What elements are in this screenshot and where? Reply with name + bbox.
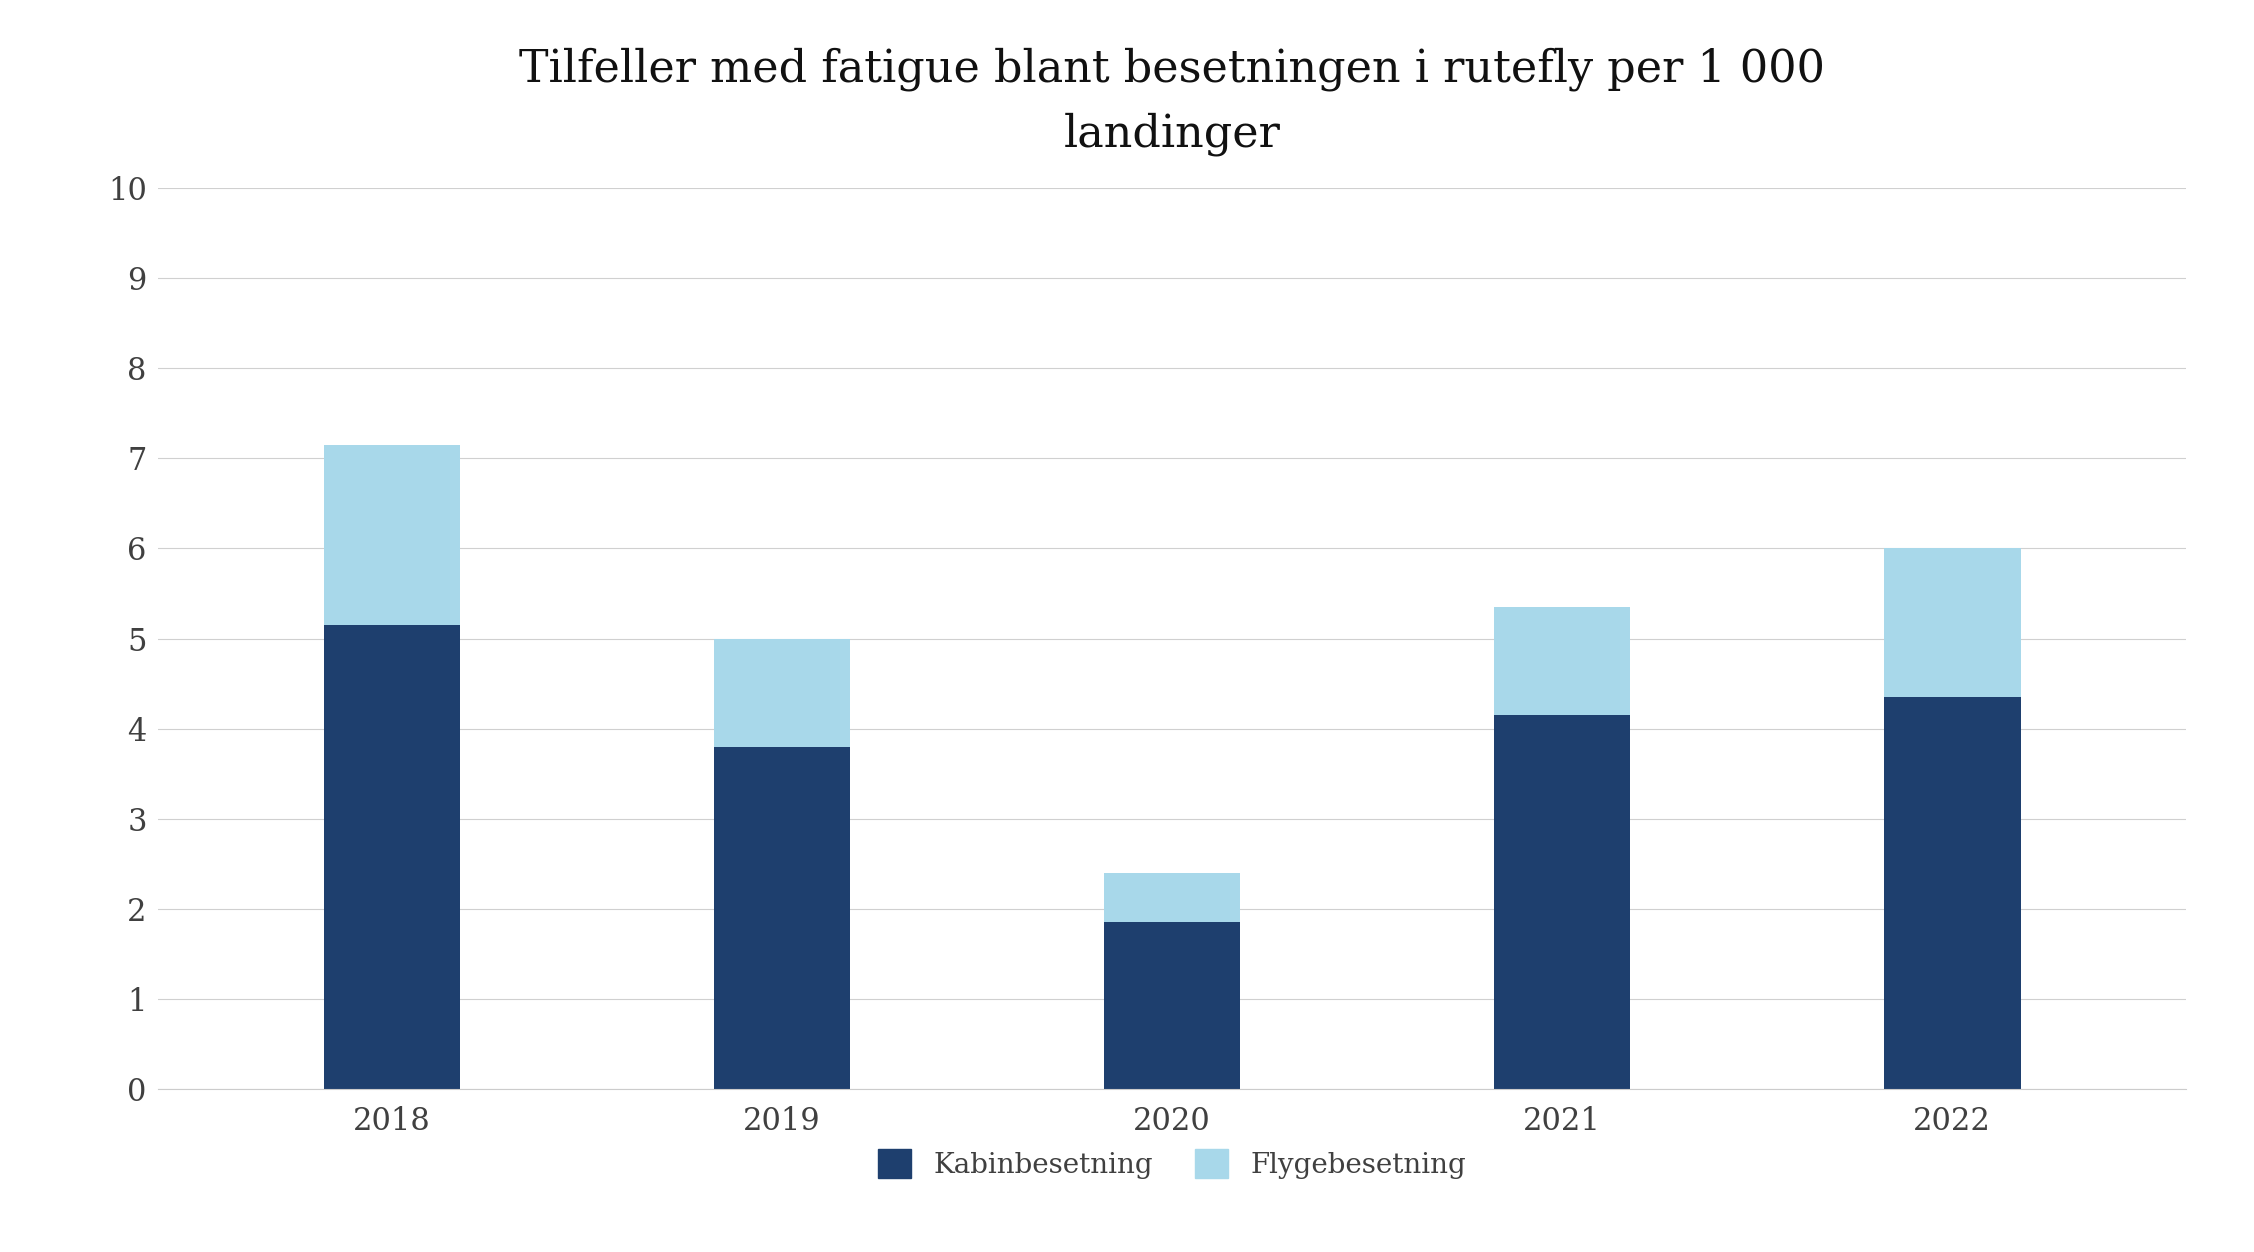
Bar: [1884, 697, 2020, 1089]
Bar: [715, 746, 850, 1089]
Bar: [1104, 923, 1240, 1089]
Bar: [715, 639, 850, 746]
Bar: [325, 625, 460, 1089]
Title: Tilfeller med fatigue blant besetningen i rutefly per 1 000
landinger: Tilfeller med fatigue blant besetningen …: [518, 48, 1826, 155]
Bar: [1884, 548, 2020, 697]
Legend: Kabinbesetning, Flygebesetning: Kabinbesetning, Flygebesetning: [863, 1136, 1481, 1193]
Bar: [1104, 873, 1240, 923]
Bar: [1494, 715, 1630, 1089]
Bar: [1494, 607, 1630, 715]
Bar: [325, 444, 460, 625]
